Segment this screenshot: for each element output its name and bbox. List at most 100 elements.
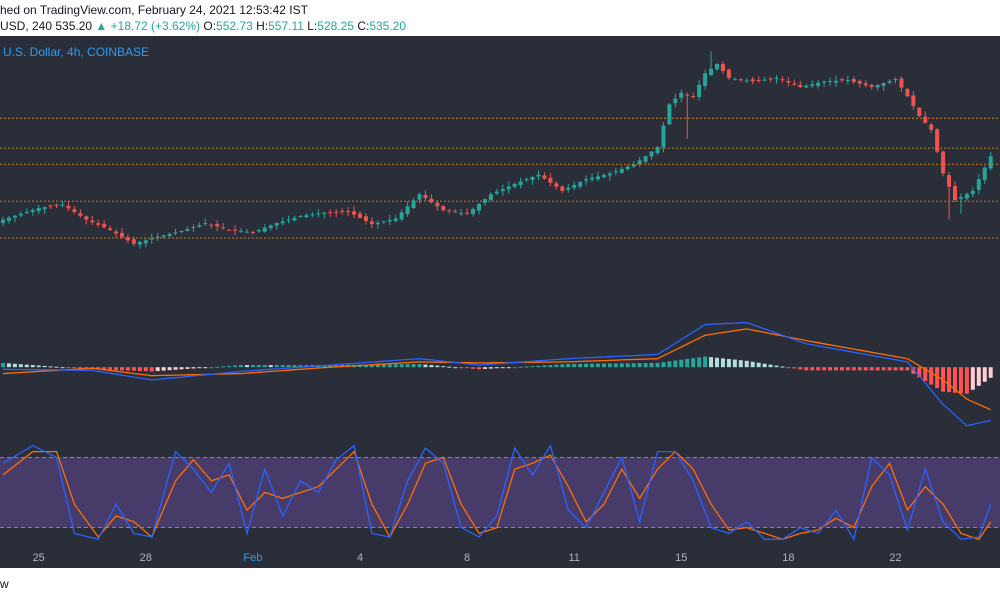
candle-body bbox=[786, 81, 791, 83]
macd-histogram-bar bbox=[185, 367, 190, 369]
candle-body bbox=[84, 216, 89, 220]
candle-body bbox=[60, 204, 65, 206]
macd-histogram-bar bbox=[542, 365, 547, 368]
candle-body bbox=[482, 199, 487, 203]
candle-body bbox=[715, 64, 719, 70]
macd-histogram-bar bbox=[816, 367, 821, 371]
macd-histogram-bar bbox=[423, 364, 428, 368]
candle-body bbox=[256, 229, 261, 232]
macd-histogram-bar bbox=[524, 366, 529, 368]
macd-histogram-bar bbox=[691, 358, 696, 368]
macd-histogram-bar bbox=[12, 363, 17, 368]
macd-histogram-bar bbox=[584, 363, 589, 368]
macd-histogram-bar bbox=[173, 367, 178, 370]
macd-histogram-bar bbox=[655, 362, 660, 368]
macd-histogram-bar bbox=[167, 367, 172, 371]
candle-body bbox=[173, 232, 178, 234]
macd-histogram-bar bbox=[143, 367, 148, 372]
macd-histogram-bar bbox=[239, 365, 243, 368]
candle-body bbox=[363, 216, 368, 222]
macd-histogram-bar bbox=[613, 363, 618, 368]
macd-histogram-bar bbox=[905, 367, 910, 371]
candle-body bbox=[578, 182, 583, 187]
candle-body bbox=[976, 179, 981, 190]
candle-body bbox=[125, 237, 130, 241]
candle-body bbox=[905, 89, 910, 97]
candle-body bbox=[66, 205, 71, 209]
macd-histogram-bar bbox=[381, 364, 386, 368]
macd-histogram-bar bbox=[786, 367, 791, 369]
macd-histogram-bar bbox=[709, 357, 714, 368]
macd-histogram-bar bbox=[78, 367, 83, 369]
candle-body bbox=[477, 204, 481, 211]
candle-body bbox=[322, 212, 327, 214]
macd-histogram-bar bbox=[679, 359, 684, 368]
candle-body bbox=[857, 80, 862, 84]
candle-body bbox=[435, 202, 440, 207]
macd-histogram-bar bbox=[471, 367, 476, 369]
macd-histogram-bar bbox=[149, 367, 154, 372]
candle-body bbox=[768, 78, 773, 80]
macd-histogram-bar bbox=[958, 367, 963, 394]
chart-area[interactable]: 25 28 Feb 4 8 11 15 18 22 U.S. Dollar, 4h, COINB… bbox=[0, 36, 1000, 568]
macd-histogram-bar bbox=[244, 365, 249, 368]
candle-body bbox=[494, 191, 499, 194]
macd-histogram-bar bbox=[988, 367, 993, 378]
macd-histogram-bar bbox=[54, 366, 59, 368]
macd-histogram-bar bbox=[590, 363, 595, 368]
candle-body bbox=[935, 129, 940, 152]
candle-body bbox=[310, 214, 315, 216]
candle-body bbox=[851, 78, 856, 82]
candle-body bbox=[845, 80, 850, 82]
macd-histogram-bar bbox=[161, 367, 166, 371]
macd-histogram-bar bbox=[548, 365, 553, 368]
candle-body bbox=[970, 190, 975, 194]
candle-body bbox=[810, 84, 815, 86]
macd-histogram-bar bbox=[631, 363, 636, 368]
macd-histogram-bar bbox=[923, 367, 928, 382]
macd-histogram-bar bbox=[102, 367, 107, 370]
candle-body bbox=[221, 227, 226, 229]
macd-histogram-bar bbox=[137, 367, 142, 372]
candle-body bbox=[250, 232, 255, 234]
candle-body bbox=[429, 198, 434, 203]
candle-body bbox=[631, 164, 636, 167]
macd-histogram-bar bbox=[732, 359, 737, 368]
x-axis-tick-label: 8 bbox=[464, 552, 470, 564]
candle-body bbox=[54, 204, 59, 206]
candle-body bbox=[36, 208, 41, 212]
candle-body bbox=[822, 81, 827, 83]
candle-body bbox=[340, 210, 345, 212]
candle-body bbox=[268, 225, 273, 228]
candle-body bbox=[673, 98, 678, 104]
open-value: 552.73 bbox=[216, 19, 253, 33]
macd-histogram-bar bbox=[280, 365, 285, 368]
ohlc-readout: USD, 240 535.20 ▲ +18.72 (+3.62%) O:552.… bbox=[0, 19, 406, 33]
candle-body bbox=[780, 79, 785, 81]
macd-histogram-bar bbox=[572, 363, 577, 368]
candle-body bbox=[441, 206, 446, 211]
macd-histogram-bar bbox=[976, 367, 981, 386]
candle-body bbox=[958, 196, 963, 199]
macd-histogram-bar bbox=[203, 367, 208, 369]
macd-histogram-bar bbox=[268, 365, 273, 368]
macd-histogram-bar bbox=[399, 364, 404, 368]
chart-canvas[interactable]: 25 28 Feb 4 8 11 15 18 22 bbox=[0, 36, 1000, 568]
macd-histogram-bar bbox=[845, 367, 850, 371]
candle-body bbox=[1, 219, 5, 224]
macd-histogram-bar bbox=[661, 362, 666, 368]
macd-histogram-bar bbox=[66, 367, 71, 369]
candle-body bbox=[120, 232, 124, 237]
macd-histogram-bar bbox=[726, 358, 731, 368]
candle-body bbox=[572, 185, 577, 188]
x-axis-tick-label: 25 bbox=[33, 552, 45, 564]
macd-histogram-bar bbox=[369, 364, 374, 368]
candle-body bbox=[697, 84, 702, 97]
candle-body bbox=[720, 64, 725, 71]
macd-histogram-bar bbox=[298, 365, 303, 368]
macd-histogram-bar bbox=[774, 365, 779, 368]
macd-histogram-bar bbox=[209, 367, 214, 369]
macd-histogram-bar bbox=[715, 357, 719, 368]
x-axis-tick-label: Feb bbox=[243, 552, 262, 564]
candle-body bbox=[863, 83, 868, 86]
